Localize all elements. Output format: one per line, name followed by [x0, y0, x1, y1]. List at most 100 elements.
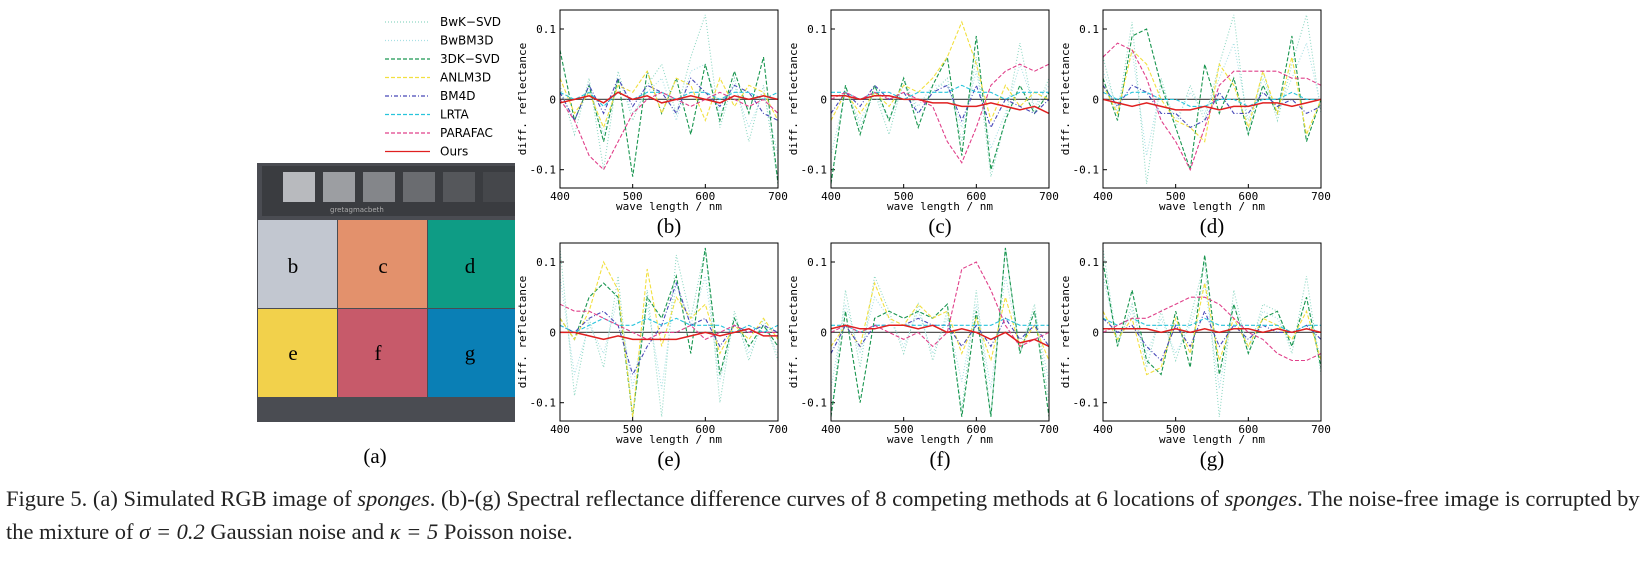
y-tick-label: -0.1: [530, 164, 557, 177]
patch: [258, 220, 337, 308]
patch: [428, 220, 515, 308]
y-tick-label: 0: [549, 93, 556, 106]
panel-label: (d): [1200, 214, 1225, 238]
patch: [428, 309, 515, 397]
patch-label: d: [465, 254, 476, 278]
series-line: [1103, 328, 1321, 334]
x-tick-label: 500: [1166, 423, 1186, 436]
x-tick-label: 700: [1311, 190, 1331, 203]
caption-part: κ = 5: [389, 519, 439, 544]
series-line: [560, 63, 778, 156]
x-axis-label: wave length / nm: [1159, 200, 1265, 213]
figure-caption: Figure 5. (a) Simulated RGB image of spo…: [6, 482, 1641, 548]
chart: -0.1 0 0.1 400 500 600 700 wave length / nm diff…: [516, 9, 788, 238]
chart: -0.1 0 0.1 400 500 600 700 wave length / nm diff…: [787, 9, 1059, 238]
series-line: [1103, 254, 1321, 376]
gray-patch: [443, 172, 475, 202]
gray-patch: [483, 172, 515, 202]
patch: [338, 309, 427, 397]
series-line: [560, 275, 778, 389]
x-axis-label: wave length / nm: [1159, 433, 1265, 446]
caption-part: Gaussian noise and: [204, 519, 390, 544]
plot-frame: [559, 9, 779, 189]
x-tick-label: 600: [966, 190, 986, 203]
x-tick-label: 500: [894, 423, 914, 436]
x-tick-label: 600: [966, 423, 986, 436]
series-line: [1103, 98, 1321, 111]
gray-patch: [403, 172, 435, 202]
series-line: [560, 281, 778, 377]
x-tick-label: 500: [1166, 190, 1186, 203]
caption-part: σ = 0.2: [139, 519, 205, 544]
panel-label: (g): [1200, 447, 1225, 471]
plot-frame: [830, 242, 1050, 422]
caption-part: sponges: [357, 486, 430, 511]
panel-label: (c): [928, 214, 951, 238]
patch-label: f: [375, 341, 382, 365]
x-tick-label: 700: [1311, 423, 1331, 436]
y-axis-label: diff. reflectance: [1059, 43, 1072, 156]
y-tick-label: 0: [820, 326, 827, 339]
y-tick-label: 0: [1092, 93, 1099, 106]
series-line: [1103, 317, 1321, 334]
y-tick-label: 0.1: [1079, 256, 1099, 269]
y-tick-label: -0.1: [801, 397, 828, 410]
x-axis-label: wave length / nm: [616, 433, 722, 446]
gray-patch: [363, 172, 395, 202]
y-tick-label: 0.1: [807, 256, 827, 269]
series-line: [560, 260, 778, 417]
legend: BwK−SVD BwBM3D 3DK−SVD ANLM3D BM4D LRTA PARAFA…: [385, 15, 501, 159]
series-line: [560, 91, 778, 171]
series-line: [831, 63, 1049, 164]
charts: -0.1 0 0.1 400 500 600 700 wave length / nm diff…: [516, 9, 1331, 471]
x-tick-label: 400: [821, 190, 841, 203]
plot-frame: [1102, 9, 1322, 189]
series-line: [831, 261, 1049, 348]
x-tick-label: 600: [695, 190, 715, 203]
y-tick-label: -0.1: [801, 164, 828, 177]
legend-label: 3DK−SVD: [440, 52, 500, 66]
panel-label: (f): [930, 447, 951, 471]
brand: gretagmacbeth: [330, 206, 384, 214]
series-line: [1103, 42, 1321, 172]
series-line: [831, 317, 1049, 354]
caption-part: Figure 5. (a) Simulated RGB image of: [6, 486, 358, 511]
x-tick-label: 700: [1039, 190, 1059, 203]
y-axis-label: diff. reflectance: [516, 276, 529, 389]
patch-label: g: [465, 341, 476, 365]
series-line: [560, 76, 778, 122]
gray-patch: [323, 172, 355, 202]
series-line: [831, 84, 1049, 101]
chart: -0.1 0 0.1 400 500 600 700 wave length / nm diff…: [787, 242, 1059, 471]
y-axis-label: diff. reflectance: [787, 276, 800, 389]
chart: -0.1 0 0.1 400 500 600 700 wave length / nm diff…: [1059, 242, 1331, 471]
plot-frame: [1102, 242, 1322, 422]
legend-label: Ours: [440, 145, 468, 159]
x-axis-label: wave length / nm: [887, 200, 993, 213]
series-line: [1103, 14, 1321, 184]
series-line: [560, 91, 778, 104]
x-tick-label: 400: [821, 423, 841, 436]
y-tick-label: -0.1: [1073, 164, 1100, 177]
series-line: [831, 281, 1049, 363]
plot-frame: [830, 9, 1050, 189]
patch-label: e: [288, 341, 297, 365]
series-line: [831, 95, 1049, 115]
y-tick-label: -0.1: [1073, 397, 1100, 410]
series-line: [831, 247, 1049, 417]
series-line: [560, 328, 778, 341]
x-tick-label: 600: [695, 423, 715, 436]
gray-patch: [283, 172, 315, 202]
x-tick-label: 400: [550, 190, 570, 203]
y-axis-label: diff. reflectance: [516, 43, 529, 156]
y-tick-label: 0: [549, 326, 556, 339]
series-line: [560, 49, 778, 184]
legend-label: BwBM3D: [440, 34, 494, 48]
series-line: [831, 62, 1049, 156]
x-tick-label: 500: [894, 190, 914, 203]
y-axis-label: diff. reflectance: [787, 43, 800, 156]
series-line: [560, 247, 778, 417]
x-axis-label: wave length / nm: [887, 433, 993, 446]
